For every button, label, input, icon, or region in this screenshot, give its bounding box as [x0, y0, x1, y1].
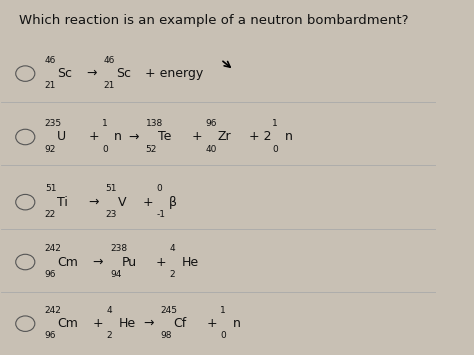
Text: Sc: Sc	[57, 67, 72, 80]
Text: U: U	[57, 131, 66, 143]
Text: 1: 1	[220, 306, 226, 315]
Text: + energy: + energy	[145, 67, 203, 80]
Text: →: →	[86, 67, 97, 80]
Text: +: +	[88, 131, 99, 143]
Text: 51: 51	[45, 184, 56, 193]
Text: →: →	[144, 317, 154, 330]
Text: Sc: Sc	[116, 67, 131, 80]
Text: 242: 242	[45, 244, 62, 253]
Text: +: +	[143, 196, 153, 209]
Text: n: n	[114, 131, 122, 143]
Text: 138: 138	[146, 119, 163, 128]
Text: 52: 52	[146, 145, 157, 154]
Text: Ti: Ti	[57, 196, 68, 209]
Text: 238: 238	[110, 244, 127, 253]
Text: 51: 51	[106, 184, 117, 193]
Text: 235: 235	[45, 119, 62, 128]
Text: 21: 21	[45, 81, 56, 90]
Text: 22: 22	[45, 210, 56, 219]
Text: 46: 46	[45, 56, 56, 65]
Text: 0: 0	[273, 145, 278, 154]
Text: 1: 1	[273, 119, 278, 128]
Text: 21: 21	[103, 81, 115, 90]
Text: 2: 2	[107, 332, 112, 340]
Text: →: →	[88, 196, 99, 209]
Text: Cm: Cm	[57, 256, 78, 268]
Text: n: n	[232, 317, 240, 330]
Text: +: +	[155, 256, 166, 268]
Text: 0: 0	[156, 184, 162, 193]
Text: 242: 242	[45, 306, 62, 315]
Text: +: +	[191, 131, 202, 143]
Text: Zr: Zr	[217, 131, 231, 143]
Text: 98: 98	[161, 332, 173, 340]
Text: 4: 4	[170, 244, 175, 253]
Text: β: β	[169, 196, 177, 209]
Text: He: He	[118, 317, 136, 330]
Text: Pu: Pu	[122, 256, 137, 268]
Text: 23: 23	[106, 210, 117, 219]
Text: Cm: Cm	[57, 317, 78, 330]
Text: Cf: Cf	[173, 317, 186, 330]
Text: -1: -1	[156, 210, 165, 219]
Text: n: n	[284, 131, 292, 143]
Text: Te: Te	[158, 131, 171, 143]
Text: 40: 40	[205, 145, 217, 154]
Text: 92: 92	[45, 145, 56, 154]
Text: 0: 0	[102, 145, 108, 154]
Text: +: +	[92, 317, 103, 330]
Text: 96: 96	[45, 270, 56, 279]
Text: 2: 2	[170, 270, 175, 279]
Text: 96: 96	[45, 332, 56, 340]
Text: →: →	[128, 131, 139, 143]
Text: 245: 245	[161, 306, 178, 315]
Text: + 2: + 2	[248, 131, 271, 143]
Text: →: →	[92, 256, 103, 268]
Text: 0: 0	[220, 332, 226, 340]
Text: 96: 96	[205, 119, 217, 128]
Text: Which reaction is an example of a neutron bombardment?: Which reaction is an example of a neutro…	[19, 14, 408, 27]
Text: V: V	[118, 196, 126, 209]
Text: 46: 46	[103, 56, 115, 65]
Text: 1: 1	[102, 119, 108, 128]
Text: He: He	[182, 256, 199, 268]
Text: 4: 4	[107, 306, 112, 315]
Text: 94: 94	[110, 270, 121, 279]
Text: +: +	[206, 317, 217, 330]
